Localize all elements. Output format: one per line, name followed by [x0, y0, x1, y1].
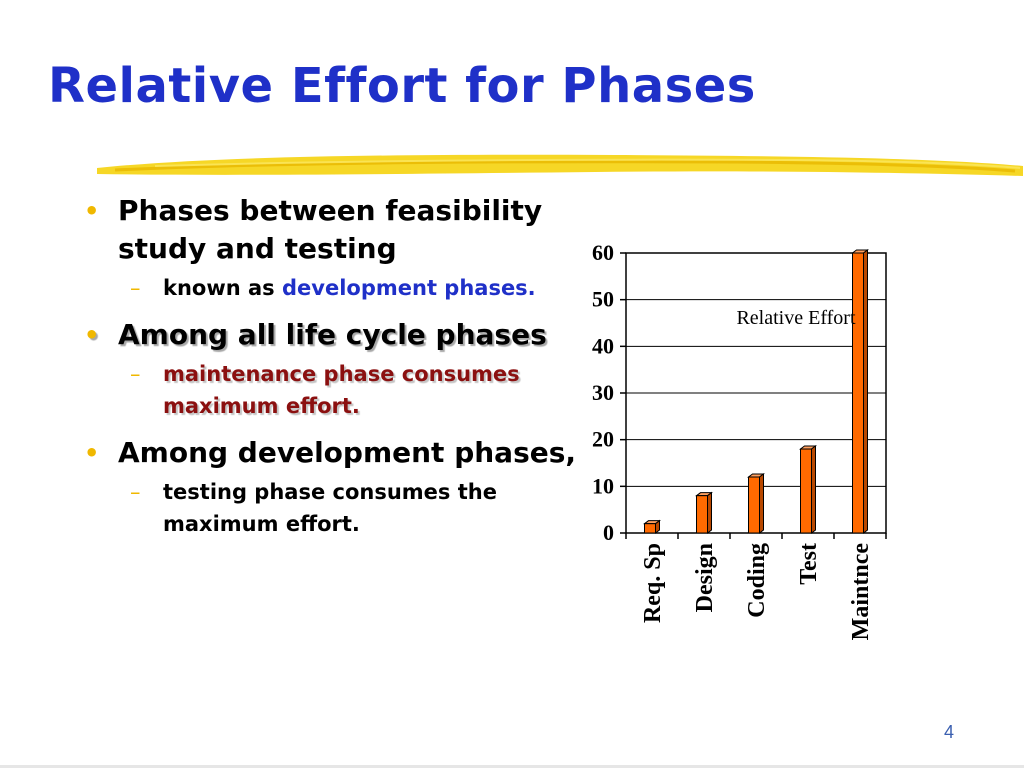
bullet-dot-icon: • [84, 439, 100, 467]
bar [644, 523, 656, 534]
sub-bullet-text: testing phase consumes the maximum effor… [163, 480, 497, 536]
bar-side [707, 491, 712, 534]
bullet-item: • Among development phases, [78, 434, 598, 472]
x-category-label: Coding [744, 543, 770, 618]
y-tick-label: 50 [592, 287, 614, 312]
bar [852, 252, 864, 534]
bullet-dot-icon: • [84, 197, 100, 225]
sub-bullet-text: maintenance phase consumes maximum effor… [163, 362, 520, 418]
sub-bullet-item: – maintenance phase consumes maximum eff… [78, 358, 598, 422]
dash-icon: – [130, 362, 141, 386]
footer-divider [0, 765, 1024, 768]
bullet-text: Phases between feasibility study and tes… [118, 194, 543, 265]
sub-bullet-prefix: known as [163, 276, 282, 300]
bullet-item: • Among all life cycle phases [78, 316, 598, 354]
bullet-dot-icon: • [84, 321, 100, 349]
sub-bullet-item: – testing phase consumes the maximum eff… [78, 476, 598, 540]
x-category-label: Design [692, 543, 718, 612]
sub-bullet-highlight: development phases. [282, 276, 536, 300]
y-tick-label: 20 [592, 427, 614, 452]
x-category-label: Maintnce [848, 543, 874, 641]
bar [696, 495, 708, 534]
bar [800, 448, 812, 534]
bar-side [811, 445, 816, 534]
y-tick-label: 60 [592, 240, 614, 265]
x-category-label: Test [796, 543, 822, 585]
y-tick-label: 40 [592, 333, 614, 358]
dash-icon: – [130, 276, 141, 300]
y-tick-label: 0 [603, 520, 614, 545]
legend-entry: Relative Effort [736, 307, 855, 329]
bullet-item: • Phases between feasibility study and t… [78, 192, 598, 268]
x-category-label: Req. Sp [640, 543, 666, 623]
bar-side [863, 249, 868, 534]
bar [748, 476, 760, 534]
y-tick-label: 30 [592, 380, 614, 405]
sub-bullet-item: – known as development phases. [78, 272, 598, 304]
page-number: 4 [944, 722, 955, 742]
y-tick-label: 10 [592, 473, 614, 498]
dash-icon: – [130, 480, 141, 504]
bullet-text: Among all life cycle phases [118, 318, 547, 351]
bullet-text: Among development phases, [118, 436, 577, 469]
bar-side [759, 473, 764, 534]
yellow-brush-stroke [97, 154, 1023, 176]
slide-title: Relative Effort for Phases [48, 58, 756, 114]
bullet-list: • Phases between feasibility study and t… [78, 192, 598, 540]
